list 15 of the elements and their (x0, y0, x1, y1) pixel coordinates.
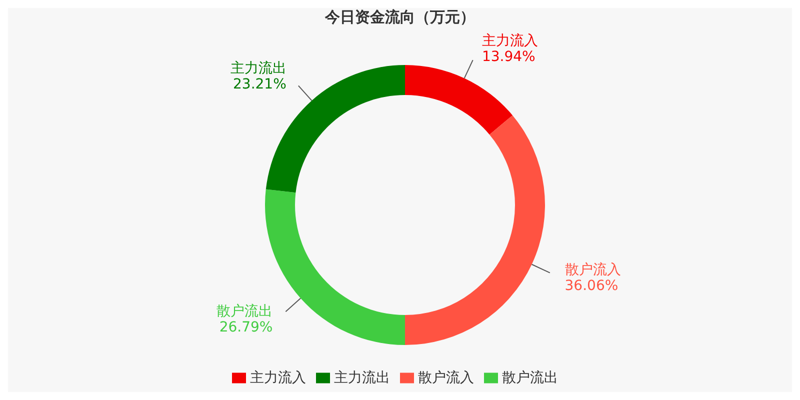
data-label: 23.21% (233, 76, 286, 93)
legend-label: 主力流入 (250, 370, 306, 386)
legend-label: 散户流入 (418, 370, 474, 386)
slice-label: 散户流出 (216, 304, 273, 320)
donut-slice (405, 65, 513, 135)
data-label: 13.94% (482, 49, 536, 66)
slice-label: 主力流出 (230, 60, 286, 77)
legend-label: 主力流出 (334, 370, 390, 386)
data-label: 36.06% (564, 278, 618, 294)
slice-label: 主力流入 (482, 33, 538, 50)
slice-label: 散户流入 (564, 262, 621, 278)
data-label: 26.79% (219, 320, 273, 336)
legend-label: 散户流出 (502, 370, 558, 386)
chart-title: 今日资金流向（万元） (324, 8, 476, 27)
donut-slice (405, 115, 545, 345)
